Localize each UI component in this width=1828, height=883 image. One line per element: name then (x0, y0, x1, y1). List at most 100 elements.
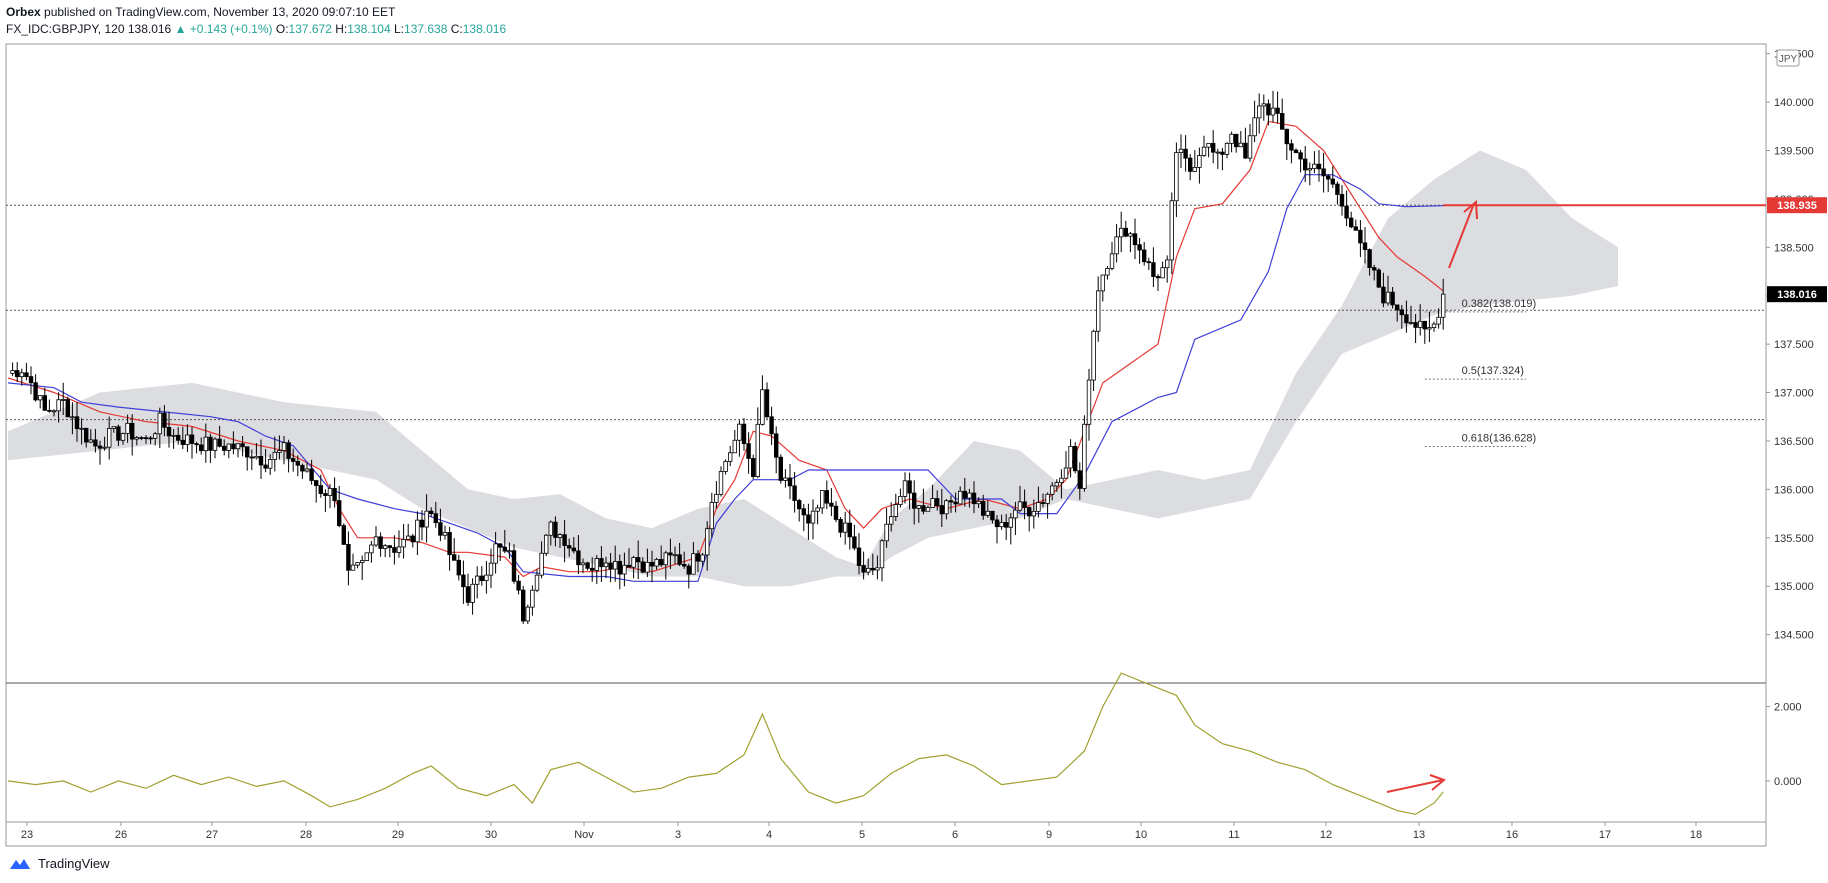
candle-body (902, 480, 908, 497)
candle-body (1054, 482, 1059, 487)
candle-body (654, 559, 659, 567)
candle-body (359, 560, 365, 564)
candle-body (1441, 293, 1446, 318)
publisher-name[interactable]: Orbex (6, 5, 41, 19)
price-tick-label: 137.500 (1774, 339, 1814, 351)
footer-brand[interactable]: TradingView (38, 856, 110, 871)
candle-body (958, 490, 963, 505)
candle-body (226, 443, 231, 451)
candle-body (74, 416, 80, 430)
low-value: 137.638 (404, 22, 448, 36)
candle-body (898, 495, 903, 505)
candle-body (1312, 163, 1317, 169)
candle-body (1017, 501, 1023, 511)
candle-body (1385, 291, 1391, 304)
candle-body (61, 399, 66, 401)
candle-body (553, 521, 558, 538)
candle-body (1275, 107, 1280, 114)
candle-body (93, 439, 98, 447)
ohlc-line: FX_IDC:GBPJPY, 120 138.016 ▲ +0.143 (+0.… (6, 21, 506, 38)
time-tick-label: 6 (952, 829, 958, 841)
candle-body (47, 409, 52, 412)
candle-body (290, 458, 296, 462)
candle-body (1252, 117, 1257, 137)
candle-body (539, 552, 544, 576)
time-tick-label: 10 (1135, 829, 1147, 841)
candle-body (1220, 151, 1225, 155)
candle-body (806, 514, 811, 524)
candle-body (1399, 309, 1404, 316)
candle-body (405, 535, 411, 540)
candle-body (1321, 168, 1326, 177)
candle-body (447, 532, 452, 556)
candle-body (631, 557, 636, 568)
candle-body (617, 561, 622, 575)
candle-body (1146, 261, 1151, 264)
candle-body (1128, 233, 1133, 237)
candle-body (304, 468, 310, 472)
time-axis[interactable]: 23 26 27 28 29 30 Nov 3 4 5 6 9 10 11 12 13 16 17 18 (21, 822, 1702, 841)
candle-body (107, 428, 112, 448)
candle-body (217, 438, 222, 447)
candle-body (778, 456, 783, 481)
candle-body (672, 554, 678, 557)
candle-body (1418, 320, 1423, 328)
candle-body (590, 567, 595, 571)
candle-body (1344, 205, 1349, 219)
candle-body (198, 444, 204, 452)
candle-body (663, 552, 668, 566)
candle-body (691, 553, 696, 575)
candle-body (636, 557, 641, 563)
candle-body (42, 395, 47, 411)
price-badge-label-1: 138.016 (1777, 289, 1817, 301)
candle-body (139, 437, 144, 439)
candle-body (1027, 507, 1032, 517)
candle-body (484, 574, 489, 582)
candle-body (129, 422, 135, 440)
candle-body (1427, 327, 1432, 330)
candle-body (935, 498, 940, 506)
candle-body (323, 493, 328, 496)
candle-body (695, 553, 701, 562)
candle-body (889, 516, 894, 525)
candle-body (70, 416, 75, 419)
price-tick-label: 134.500 (1774, 630, 1814, 642)
candle-body (392, 547, 397, 553)
candle-body (838, 519, 843, 533)
candle-body (1234, 133, 1239, 148)
time-tick-label: Nov (574, 829, 594, 841)
candle-body (157, 412, 162, 435)
candle-body (1376, 269, 1381, 288)
time-tick-label: 30 (485, 829, 497, 841)
price-axis[interactable]: 134.500 135.000 135.500 136.000 136.500 137.0… (1766, 49, 1814, 788)
candle-body (396, 546, 402, 553)
candle-body (576, 550, 581, 566)
candle-body (599, 558, 604, 568)
high-value: 138.104 (347, 22, 391, 36)
fib-label-0: 0.382(138.019) (1462, 298, 1537, 310)
candle-body (1188, 157, 1193, 172)
candle-body (84, 427, 89, 443)
candle-body (327, 487, 333, 496)
candle-body (939, 505, 944, 515)
candle-body (879, 540, 885, 569)
candle-body (19, 372, 24, 378)
candle-body (953, 501, 958, 505)
symbol-label[interactable]: FX_IDC:GBPJPY, 120 (6, 22, 125, 36)
candle-body (1045, 493, 1050, 504)
candle-body (603, 562, 609, 568)
candle-body (852, 536, 857, 549)
candle-body (171, 434, 176, 437)
candle-body (1215, 151, 1220, 154)
candle-body (833, 505, 839, 520)
candle-body (893, 504, 898, 517)
publish-line: Orbex published on TradingView.com, Nove… (6, 4, 506, 21)
candle-body (755, 423, 760, 478)
price-tick-label: 137.000 (1774, 388, 1814, 400)
candle-body (465, 586, 471, 603)
candle-body (1096, 290, 1101, 332)
fibonacci-levels: 0.382(138.019) 0.5(137.324) 0.618(136.628) (1424, 298, 1537, 448)
candle-body (810, 510, 816, 524)
candle-body (1330, 178, 1335, 185)
